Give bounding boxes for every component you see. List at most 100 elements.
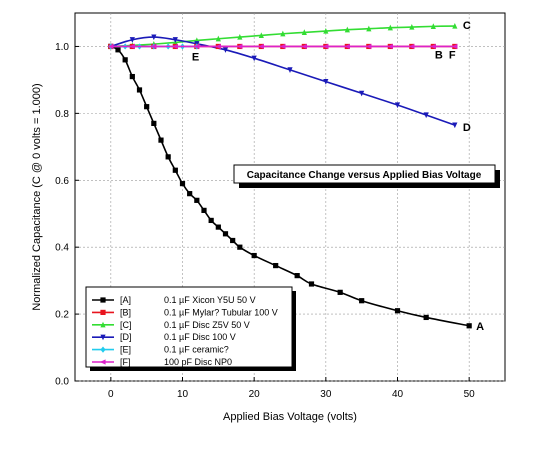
data-point [423,112,429,119]
legend-row: [C] 0.1 µF Disc Z5V 50 V [92,320,250,330]
x-tick-label: 20 [249,389,261,400]
series-D [108,34,458,129]
legend-box [85,286,293,368]
data-point [301,29,307,36]
data-point [387,43,393,50]
data-point [359,90,365,97]
data-point [151,120,157,126]
data-point [366,25,372,32]
data-point [323,27,329,34]
data-point [230,237,236,244]
data-point [129,37,135,43]
legend-key: [F] [120,357,131,367]
data-point [194,197,200,203]
title-box [233,164,496,184]
data-point [150,43,157,50]
data-point [144,104,150,110]
legend-key: [D] [120,332,132,342]
legend-row: [E] 0.1 µF ceramic? [92,345,229,355]
y-tick-label: 0.8 [55,109,69,120]
data-point [258,43,264,50]
x-tick-label: 10 [177,389,189,400]
legend-swatch-marker [100,334,106,341]
data-point [322,43,329,50]
data-point [344,43,350,50]
legend-swatch-marker [100,321,106,328]
legend-row: [F] 100 pF Disc NP0 [92,357,232,367]
chart-title: Capacitance Change versus Applied Bias V… [247,170,482,181]
data-point [129,43,135,50]
chart-title-box: Capacitance Change versus Applied Bias V… [233,164,500,188]
legend-label: 0.1 µF Disc 100 V [164,332,236,342]
y-tick-label: 1.0 [55,42,69,53]
data-point [222,231,229,237]
end-labels: A B C D E F [192,20,484,333]
data-point [251,252,257,259]
legend-rows: [A] 0.1 µF Xicon Y5U 50 V [B] 0.1 µF Mylar?… [92,295,278,367]
x-tick-label: 40 [392,389,404,400]
data-point [451,43,458,50]
data-point [115,47,121,53]
data-point [107,43,114,50]
data-point [452,122,458,129]
data-point [409,23,415,30]
legend-swatch-marker [100,309,106,315]
data-point [158,137,164,143]
legend-label: 0.1 µF Disc Z5V 50 V [164,320,250,330]
end-label-B: B [435,49,443,61]
y-tick-label: 0.2 [55,310,69,321]
data-point [172,43,178,50]
legend-row: [D] 0.1 µF Disc 100 V [92,332,236,342]
data-point [258,32,264,39]
data-point [215,43,221,50]
x-tick-label: 0 [108,389,114,400]
data-point [208,217,214,224]
y-tick-label: 0.4 [55,243,69,254]
legend-swatch-marker [100,346,106,353]
data-point [237,33,243,40]
data-point [279,43,286,50]
data-point [466,323,472,329]
end-label-F: F [449,49,456,61]
x-tick-label: 30 [320,389,332,400]
data-point [129,73,135,80]
legend-row: [B] 0.1 µF Mylar? Tubular 100 V [92,307,278,317]
legend-row: [A] 0.1 µF Xicon Y5U 50 V [92,295,256,305]
grid [75,13,505,382]
data-point [394,308,401,314]
data-point [323,78,329,85]
data-point [201,207,207,213]
legend-key: [A] [120,295,131,305]
data-point [408,43,415,50]
legend-label: 0.1 µF Mylar? Tubular 100 V [164,307,278,317]
data-point [215,224,221,230]
end-label-C: C [463,20,471,32]
data-point [287,67,293,73]
y-tick-label: 0.0 [55,377,69,388]
legend-label: 0.1 µF Xicon Y5U 50 V [164,295,256,305]
series-F [107,43,458,50]
legend-label: 100 pF Disc NP0 [164,357,232,367]
x-axis-label: Applied Bias Voltage (volts) [223,411,357,423]
data-point [215,35,221,42]
data-point [430,23,436,29]
legend-key: [C] [120,320,132,330]
data-point [122,57,128,63]
y-axis-label: Normalized Capacitance (C @ 0 volts = 1.… [31,83,43,310]
data-point [387,24,393,31]
data-point [308,281,315,287]
data-point [222,47,229,53]
data-point [251,55,257,62]
data-point [280,30,286,37]
data-point [172,167,178,173]
data-point [165,154,171,160]
data-point [344,26,350,33]
data-point [236,43,243,50]
legend-swatch-marker [100,297,106,303]
legend-label: 0.1 µF ceramic? [164,345,229,355]
series-layer [107,22,472,329]
legend: [A] 0.1 µF Xicon Y5U 50 V [B] 0.1 µF Mylar?… [85,286,296,371]
data-point [151,34,157,41]
data-point [365,43,372,50]
